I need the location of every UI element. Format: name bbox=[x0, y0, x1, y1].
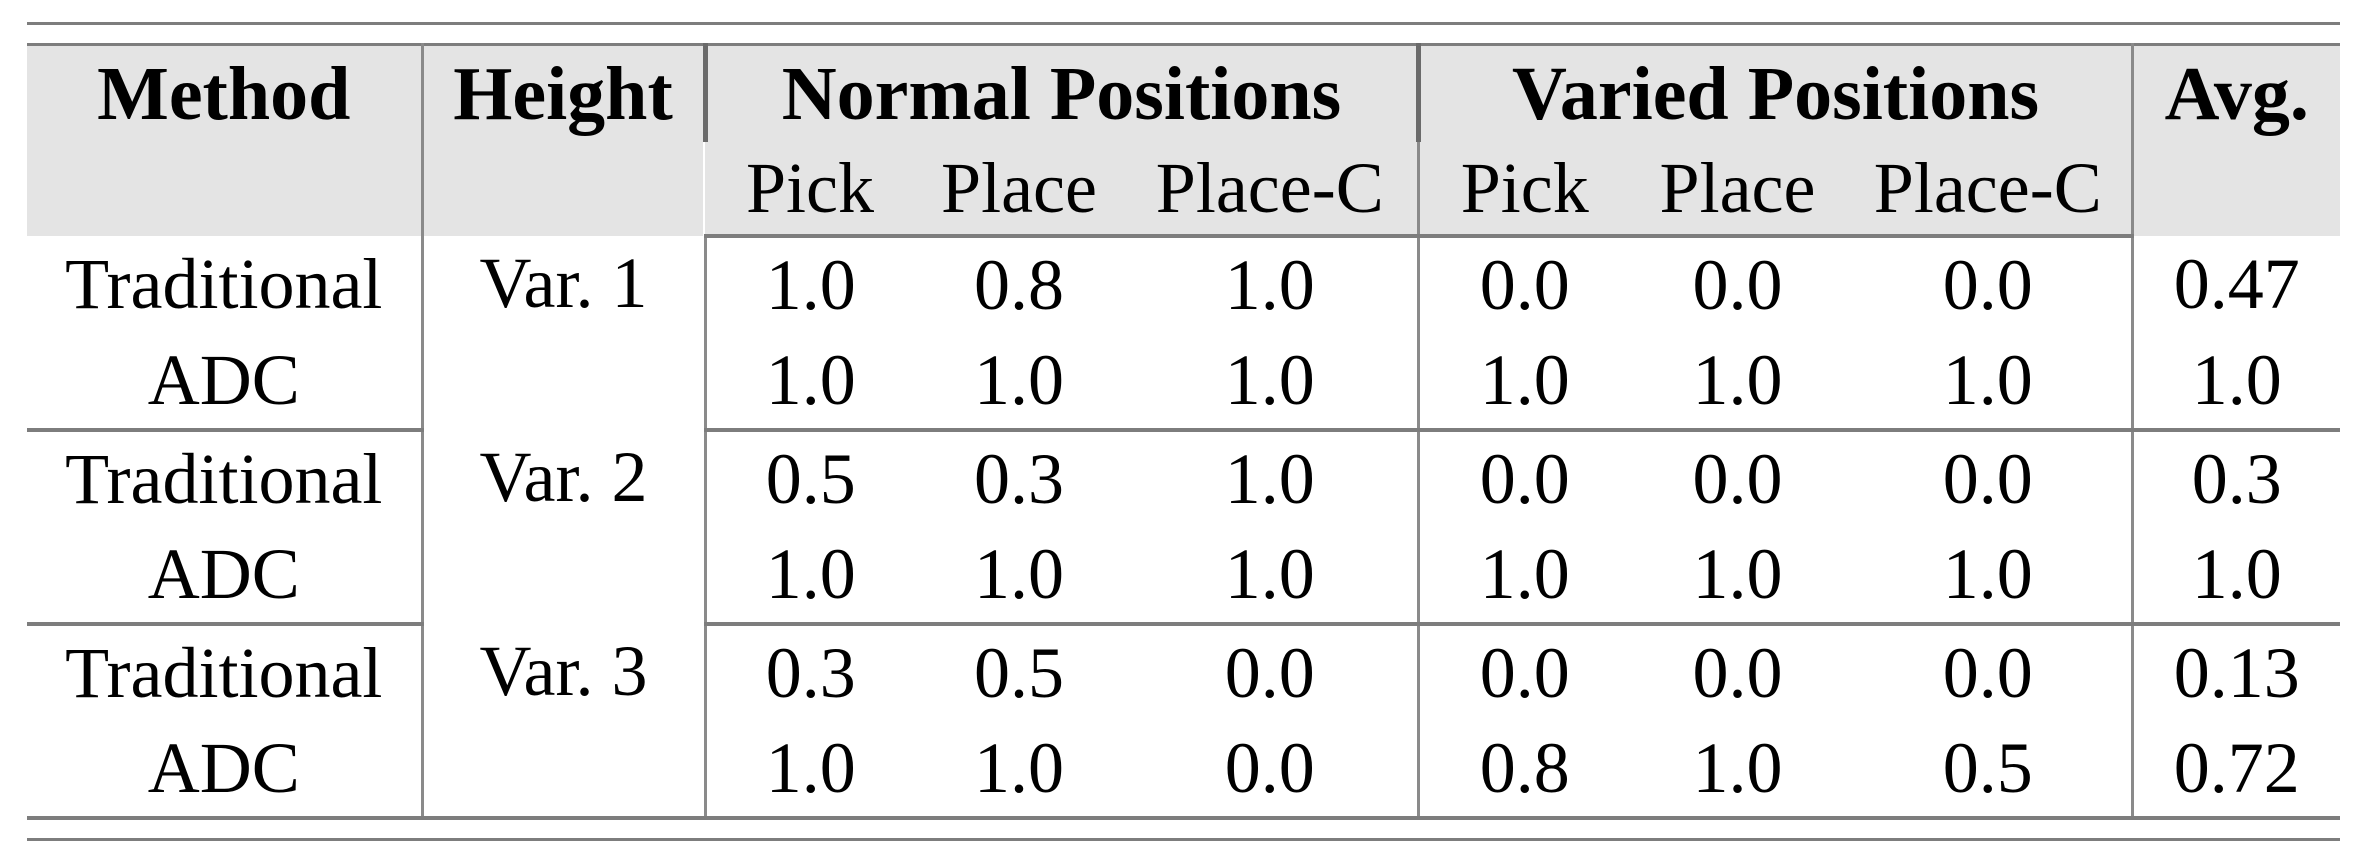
table-row-traditional-var2: Traditional Var. 2 0.5 0.3 1.0 0.0 0.0 0… bbox=[27, 430, 2341, 624]
header-row-subcolumns: Pick Place Place-C Pick Place Place-C bbox=[27, 142, 2340, 238]
cell-value: 0.8 bbox=[915, 236, 1123, 333]
cell-value: 0.5 bbox=[1845, 721, 2134, 818]
cell-value: 1.0 bbox=[915, 527, 1123, 626]
cell-avg: 1.0 bbox=[2132, 527, 2341, 626]
cell-value: 1.0 bbox=[705, 527, 915, 626]
group-header-normal-positions: Normal Positions bbox=[702, 44, 1419, 142]
cell-method: ADC bbox=[27, 721, 424, 818]
subheader-normal-place-c-highlighted: Place-C bbox=[1123, 142, 1420, 238]
cell-value: 1.0 bbox=[705, 333, 915, 432]
cell-avg: 1.0 bbox=[2132, 333, 2341, 432]
header-row-groups: Method Height Normal Positions Varied Po… bbox=[27, 44, 2341, 236]
cell-value: 0.0 bbox=[1418, 430, 1631, 527]
cell-value: 0.0 bbox=[1630, 236, 1846, 333]
cell-value: 1.0 bbox=[1630, 527, 1846, 626]
cell-method: ADC bbox=[27, 333, 424, 432]
cell-method: Traditional bbox=[27, 430, 424, 527]
cell-value: 1.0 bbox=[705, 721, 915, 818]
col-header-method: Method bbox=[27, 44, 424, 236]
cell-height: Var. 1 bbox=[422, 236, 707, 430]
cell-method: Traditional bbox=[27, 624, 424, 721]
col-header-height: Height bbox=[422, 44, 705, 236]
cell-value: 0.0 bbox=[1123, 721, 1420, 818]
subheader-varied-place: Place bbox=[1630, 142, 1846, 238]
cell-value: 1.0 bbox=[705, 236, 915, 333]
results-table-figure: Method Height Normal Positions Varied Po… bbox=[27, 22, 2341, 841]
cell-height: Var. 3 bbox=[422, 624, 707, 818]
cell-value: 1.0 bbox=[915, 333, 1123, 432]
cell-height: Var. 2 bbox=[422, 430, 707, 624]
group-header-varied-positions: Varied Positions bbox=[1415, 44, 2133, 142]
cell-value: 1.0 bbox=[1630, 721, 1846, 818]
cell-method: Traditional bbox=[27, 236, 424, 333]
cell-value: 0.3 bbox=[915, 430, 1123, 527]
cell-method: ADC bbox=[27, 527, 424, 626]
table-row-traditional-var1: Traditional Var. 1 1.0 0.8 1.0 0.0 0.0 0… bbox=[27, 236, 2341, 430]
results-table: Method Height Normal Positions Varied Po… bbox=[27, 43, 2341, 820]
cell-value: 1.0 bbox=[1845, 527, 2134, 626]
cell-value: 1.0 bbox=[1418, 527, 1631, 626]
col-header-avg: Avg. bbox=[2130, 44, 2341, 236]
cell-value: 1.0 bbox=[1845, 333, 2134, 432]
cell-value: 1.0 bbox=[1630, 333, 1846, 432]
cell-value: 0.0 bbox=[1418, 624, 1631, 721]
subheader-normal-pick: Pick bbox=[705, 142, 915, 238]
table-row-adc-var2: ADC 1.0 1.0 1.0 1.0 1.0 1.0 1.0 bbox=[27, 527, 2341, 626]
cell-value: 0.5 bbox=[705, 430, 915, 527]
cell-value: 1.0 bbox=[1418, 333, 1631, 432]
cell-avg: 0.3 bbox=[2132, 430, 2341, 527]
cell-value: 0.0 bbox=[1630, 624, 1846, 721]
cell-avg: 0.47 bbox=[2132, 236, 2341, 333]
subheader-normal-place: Place bbox=[915, 142, 1123, 238]
cell-avg: 0.72 bbox=[2132, 721, 2341, 818]
cell-value: 1.0 bbox=[915, 721, 1123, 818]
cell-value: 1.0 bbox=[1123, 527, 1420, 626]
subheader-varied-pick: Pick bbox=[1418, 142, 1631, 238]
cell-value: 0.0 bbox=[1845, 236, 2134, 333]
cell-value: 0.0 bbox=[1845, 430, 2134, 527]
top-outer-rule bbox=[27, 22, 2340, 25]
cell-avg: 0.13 bbox=[2132, 624, 2341, 721]
subheader-varied-place-c-highlighted: Place-C bbox=[1845, 142, 2134, 238]
cell-value: 0.3 bbox=[705, 624, 915, 721]
cell-value: 0.0 bbox=[1418, 236, 1631, 333]
table-row-traditional-var3: Traditional Var. 3 0.3 0.5 0.0 0.0 0.0 0… bbox=[27, 624, 2341, 818]
cell-value: 0.0 bbox=[1845, 624, 2134, 721]
cell-value: 0.0 bbox=[1630, 430, 1846, 527]
table-row-adc-var1: ADC 1.0 1.0 1.0 1.0 1.0 1.0 1.0 bbox=[27, 333, 2341, 432]
table-row-adc-var3: ADC 1.0 1.0 0.0 0.8 1.0 0.5 0.72 bbox=[27, 721, 2341, 818]
cell-value: 0.0 bbox=[1123, 624, 1420, 721]
cell-value: 0.8 bbox=[1418, 721, 1631, 818]
cell-value: 1.0 bbox=[1123, 333, 1420, 432]
bottom-outer-rule bbox=[27, 838, 2340, 841]
cell-value: 1.0 bbox=[1123, 236, 1420, 333]
cell-value: 1.0 bbox=[1123, 430, 1420, 527]
cell-value: 0.5 bbox=[915, 624, 1123, 721]
